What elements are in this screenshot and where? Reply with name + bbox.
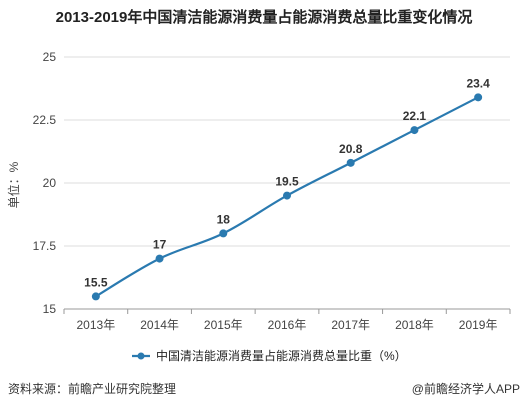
x-axis-ticks: 2013年 2014年 2015年 2016年 2017年 2018年 2019年 <box>63 309 511 332</box>
data-point <box>91 292 100 301</box>
data-point <box>346 158 355 167</box>
data-points <box>91 93 483 301</box>
legend-label: 中国清洁能源消费量占能源消费总量比重（%） <box>156 348 407 363</box>
x-tick-label: 2016年 <box>268 318 307 332</box>
x-tick-label: 2015年 <box>204 318 243 332</box>
chart-title: 2013-2019年中国清洁能源消费量占能源消费总量比重变化情况 <box>55 9 473 26</box>
y-axis-ticks: 15 17.5 20 22.5 25 <box>33 50 57 316</box>
data-label: 22.1 <box>403 109 427 123</box>
x-tick-label: 2018年 <box>395 318 434 332</box>
data-point <box>410 126 419 135</box>
source-note: 资料来源：前瞻产业研究院整理 <box>8 382 177 396</box>
data-label: 18 <box>217 212 231 226</box>
data-point <box>155 254 164 263</box>
data-point <box>283 191 291 200</box>
credit-note: @前瞻经济学人APP <box>411 382 520 396</box>
y-tick-label: 20 <box>43 176 57 190</box>
y-tick-label: 15 <box>43 302 57 316</box>
x-tick-label: 2014年 <box>140 318 179 332</box>
data-label: 23.4 <box>466 76 490 90</box>
y-tick-label: 22.5 <box>33 113 57 127</box>
data-point <box>219 229 228 238</box>
legend-marker <box>137 352 145 360</box>
data-label: 19.5 <box>275 175 299 189</box>
data-label: 20.8 <box>339 142 363 156</box>
x-tick-label: 2017年 <box>331 318 370 332</box>
x-tick-label: 2013年 <box>77 318 116 332</box>
y-tick-label: 25 <box>43 50 57 64</box>
legend: 中国清洁能源消费量占能源消费总量比重（%） <box>132 348 407 363</box>
data-point <box>474 93 483 102</box>
x-tick-label: 2019年 <box>459 318 498 332</box>
data-label: 17 <box>153 238 167 252</box>
data-label: 15.5 <box>84 275 108 289</box>
data-labels: 15.5 17 18 19.5 20.8 22.1 23.4 <box>84 76 490 289</box>
y-axis-label: 单位：% <box>6 161 21 208</box>
y-tick-label: 17.5 <box>33 239 57 253</box>
